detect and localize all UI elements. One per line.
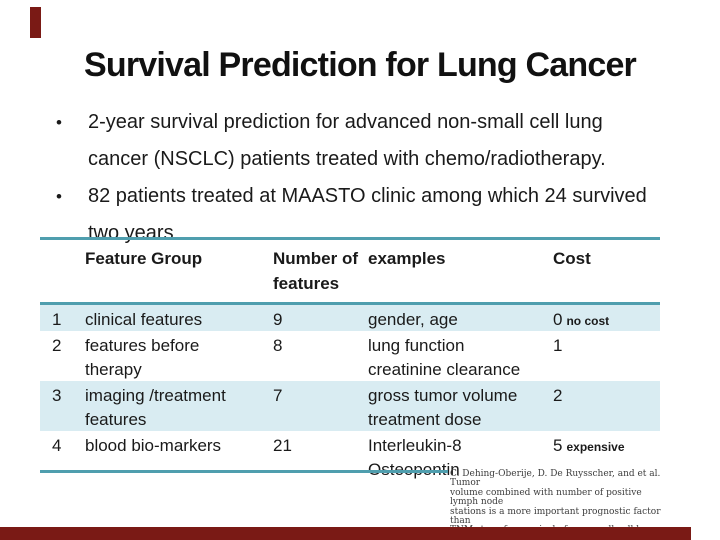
cost-value: 1 (553, 336, 563, 355)
cell-number-of-features: 8 (273, 336, 283, 355)
cell-feature-group: features before therapy (85, 336, 200, 379)
cell-number-of-features: 9 (273, 310, 283, 329)
cell-feature-group: clinical features (85, 310, 203, 329)
cell-examples: Interleukin-8Osteopontin (368, 436, 462, 479)
feature-table: Feature Group Number of features examples… (40, 237, 660, 479)
table-bottom-rule (40, 470, 448, 473)
cell-cost: 2 (553, 384, 660, 409)
cell-examples: lung function creatinine clearance (368, 336, 521, 379)
cell-feature-group: imaging /treatment features (85, 386, 226, 429)
cell-number-of-features: 21 (273, 436, 292, 455)
bullet-dot-icon: • (56, 187, 62, 206)
cell-examples: gender, age (368, 310, 458, 329)
citation-line: stations is a more important prognostic … (450, 506, 661, 527)
table-row: 1 clinical features 9 gender, age 0 no co… (40, 305, 660, 331)
bullet-item: • 2-year survival prediction for advance… (50, 104, 650, 178)
table-row: 4 blood bio-markers 21 Interleukin-8Oste… (40, 431, 660, 479)
cost-value: 0 (553, 310, 563, 329)
cost-value: 5 (553, 436, 563, 455)
row-index: 1 (52, 310, 62, 329)
cell-number-of-features: 7 (273, 386, 283, 405)
table-row: 3 imaging /treatment features 7 gross tum… (40, 381, 660, 431)
top-left-accent-bar (30, 7, 41, 38)
bullet-text: 2-year survival prediction for advanced … (88, 111, 606, 170)
table-row: 2 features before therapy 8 lung function… (40, 331, 660, 381)
cell-cost: 0 no cost (553, 308, 660, 333)
bullet-dot-icon: • (56, 113, 62, 132)
bottom-accent-bar (0, 527, 691, 540)
column-header-feature-group: Feature Group (85, 249, 203, 268)
column-header-cost: Cost (553, 249, 591, 268)
cell-cost: 5 expensive (553, 434, 660, 459)
row-index: 3 (52, 386, 62, 405)
column-header-number-of-features: Number of features (273, 249, 358, 293)
row-index: 4 (52, 436, 62, 455)
citation-line: C. Dehing-Oberije, D. De Ruysscher, and … (450, 469, 661, 489)
table-header-rule (40, 302, 660, 305)
cost-note: no cost (566, 314, 610, 328)
citation-line: volume combined with number of positive … (450, 487, 642, 508)
table-header-row: Feature Group Number of features examples… (40, 240, 660, 302)
bullet-list: • 2-year survival prediction for advance… (50, 104, 650, 252)
cost-note: expensive (566, 440, 625, 454)
cell-feature-group: blood bio-markers (85, 436, 222, 455)
cell-cost: 1 (553, 334, 660, 359)
cell-examples: gross tumor volume treatment dose (368, 386, 518, 429)
column-header-examples: examples (368, 249, 446, 268)
row-index: 2 (52, 336, 62, 355)
table-top-rule (40, 237, 660, 240)
cost-value: 2 (553, 386, 563, 405)
slide-title: Survival Prediction for Lung Cancer (83, 46, 637, 84)
